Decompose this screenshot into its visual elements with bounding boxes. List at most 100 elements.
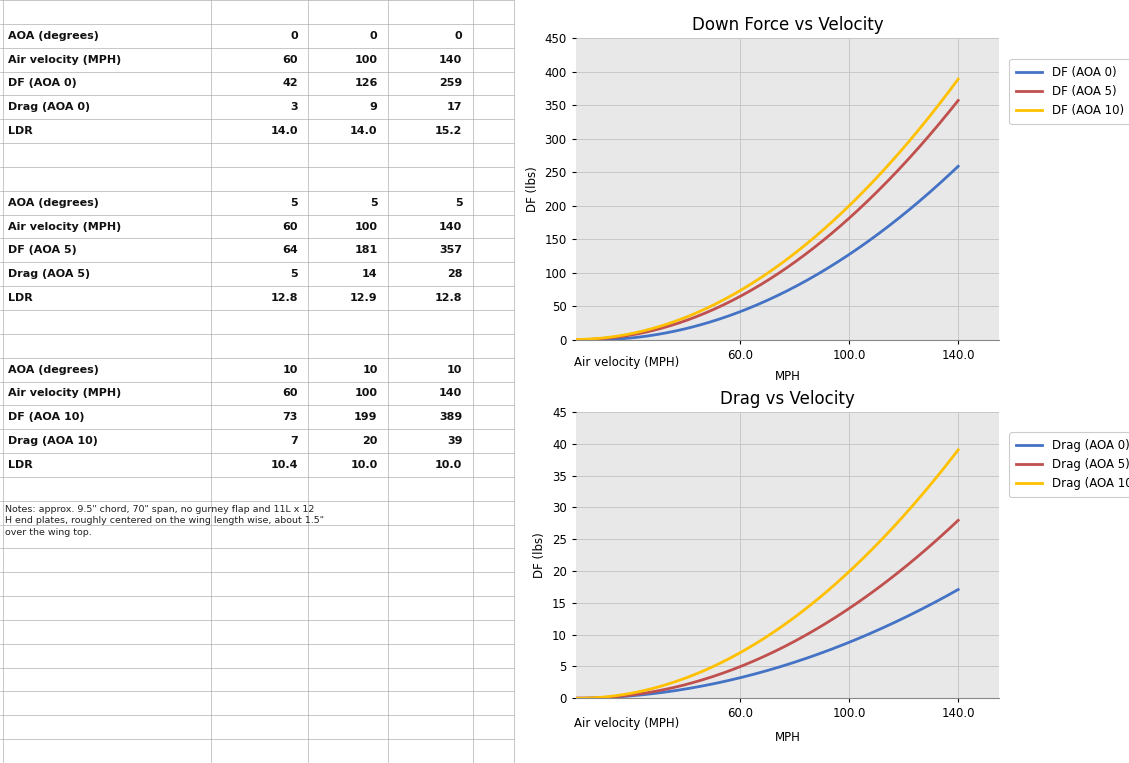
Drag (AOA 0)	[570, 694, 584, 703]
Text: 60: 60	[282, 221, 298, 231]
Text: 3: 3	[290, 102, 298, 112]
DF (AOA 0)	[893, 213, 907, 222]
DF (AOA 10)	[891, 150, 904, 159]
Text: 14.0: 14.0	[350, 126, 377, 136]
Drag (AOA 5)	[569, 694, 583, 703]
Text: 140: 140	[439, 221, 463, 231]
Text: 14.0: 14.0	[271, 126, 298, 136]
Drag (AOA 0)	[916, 604, 929, 613]
Text: Drag (AOA 0): Drag (AOA 0)	[8, 102, 90, 112]
Line: DF (AOA 0): DF (AOA 0)	[576, 166, 959, 340]
Text: LDR: LDR	[8, 293, 33, 303]
Text: 15.2: 15.2	[435, 126, 463, 136]
DF (AOA 10)	[570, 335, 584, 344]
Text: 64: 64	[282, 246, 298, 256]
Legend: DF (AOA 0), DF (AOA 5), DF (AOA 10): DF (AOA 0), DF (AOA 5), DF (AOA 10)	[1009, 59, 1129, 124]
DF (AOA 0)	[917, 193, 930, 202]
Drag (AOA 10)	[569, 694, 583, 703]
DF (AOA 5)	[917, 137, 930, 146]
Title: Down Force vs Velocity: Down Force vs Velocity	[692, 16, 883, 34]
DF (AOA 10)	[796, 243, 809, 252]
DF (AOA 5)	[569, 335, 583, 344]
Y-axis label: DF (lbs): DF (lbs)	[533, 533, 546, 578]
Text: AOA (degrees): AOA (degrees)	[8, 365, 98, 375]
Legend: Drag (AOA 0), Drag (AOA 5), Drag (AOA 10): Drag (AOA 0), Drag (AOA 5), Drag (AOA 10…	[1009, 432, 1129, 497]
Text: 126: 126	[355, 79, 377, 89]
Text: 20: 20	[362, 436, 377, 446]
Drag (AOA 10)	[804, 600, 817, 609]
DF (AOA 0)	[798, 277, 812, 286]
Drag (AOA 5)	[804, 627, 817, 636]
Text: 140: 140	[439, 388, 463, 398]
Text: 100: 100	[355, 221, 377, 231]
Text: DF (AOA 10): DF (AOA 10)	[8, 412, 85, 422]
Text: 100: 100	[355, 55, 377, 65]
Text: 14: 14	[362, 269, 377, 279]
Text: 39: 39	[447, 436, 463, 446]
Text: 60: 60	[282, 55, 298, 65]
Text: 42: 42	[282, 79, 298, 89]
Text: 17: 17	[447, 102, 463, 112]
Text: 12.8: 12.8	[271, 293, 298, 303]
Drag (AOA 5)	[952, 516, 965, 525]
Drag (AOA 10)	[571, 694, 585, 703]
Text: Air velocity (MPH): Air velocity (MPH)	[8, 388, 121, 398]
DF (AOA 0)	[797, 278, 811, 287]
DF (AOA 0)	[570, 335, 584, 344]
DF (AOA 5)	[570, 335, 584, 344]
Drag (AOA 10)	[797, 606, 811, 615]
Text: AOA (degrees): AOA (degrees)	[8, 31, 98, 40]
Text: 28: 28	[447, 269, 463, 279]
Text: Air velocity (MPH): Air velocity (MPH)	[8, 55, 121, 65]
Text: 0: 0	[370, 31, 377, 40]
Title: Drag vs Velocity: Drag vs Velocity	[720, 390, 855, 407]
Text: Air velocity (MPH): Air velocity (MPH)	[574, 356, 679, 369]
Text: 5: 5	[370, 198, 377, 208]
Text: 10: 10	[362, 365, 377, 375]
Drag (AOA 0)	[569, 694, 583, 703]
Text: DF (AOA 0): DF (AOA 0)	[8, 79, 77, 89]
Text: AOA (degrees): AOA (degrees)	[8, 198, 98, 208]
Text: 10.4: 10.4	[271, 460, 298, 470]
Text: 9: 9	[369, 102, 377, 112]
DF (AOA 5)	[893, 164, 907, 173]
Text: LDR: LDR	[8, 460, 33, 470]
Text: 0: 0	[455, 31, 463, 40]
Text: DF (AOA 5): DF (AOA 5)	[8, 246, 77, 256]
Text: 100: 100	[355, 388, 377, 398]
DF (AOA 10)	[916, 121, 929, 130]
Text: 0: 0	[290, 31, 298, 40]
Text: 5: 5	[290, 269, 298, 279]
Text: LDR: LDR	[8, 126, 33, 136]
Text: 10.0: 10.0	[350, 460, 377, 470]
Line: DF (AOA 10): DF (AOA 10)	[576, 79, 959, 340]
Drag (AOA 0)	[891, 617, 904, 626]
DF (AOA 5)	[797, 251, 811, 260]
Text: 10: 10	[447, 365, 463, 375]
Text: Notes: approx. 9.5" chord, 70" span, no gurney flap and 11L x 12
H end plates, r: Notes: approx. 9.5" chord, 70" span, no …	[6, 504, 324, 537]
Drag (AOA 0)	[952, 585, 965, 594]
DF (AOA 0)	[952, 162, 965, 171]
DF (AOA 10)	[797, 242, 811, 251]
DF (AOA 10)	[569, 335, 583, 344]
Text: Drag (AOA 10): Drag (AOA 10)	[8, 436, 97, 446]
Drag (AOA 10)	[893, 516, 907, 525]
Drag (AOA 5)	[576, 694, 589, 703]
Drag (AOA 5)	[893, 567, 907, 576]
DF (AOA 5)	[952, 96, 965, 105]
Drag (AOA 0)	[803, 652, 816, 662]
DF (AOA 0)	[569, 335, 583, 344]
DF (AOA 0)	[587, 335, 601, 344]
Text: 5: 5	[455, 198, 463, 208]
Text: 199: 199	[355, 412, 377, 422]
Text: 389: 389	[439, 412, 463, 422]
Line: Drag (AOA 5): Drag (AOA 5)	[576, 520, 959, 698]
Line: Drag (AOA 0): Drag (AOA 0)	[576, 590, 959, 698]
DF (AOA 5)	[572, 335, 586, 344]
DF (AOA 10)	[952, 75, 965, 84]
Line: Drag (AOA 10): Drag (AOA 10)	[576, 450, 959, 698]
Drag (AOA 10)	[570, 694, 584, 703]
Drag (AOA 5)	[797, 632, 811, 641]
Text: 12.8: 12.8	[435, 293, 463, 303]
Text: Air velocity (MPH): Air velocity (MPH)	[8, 221, 121, 231]
